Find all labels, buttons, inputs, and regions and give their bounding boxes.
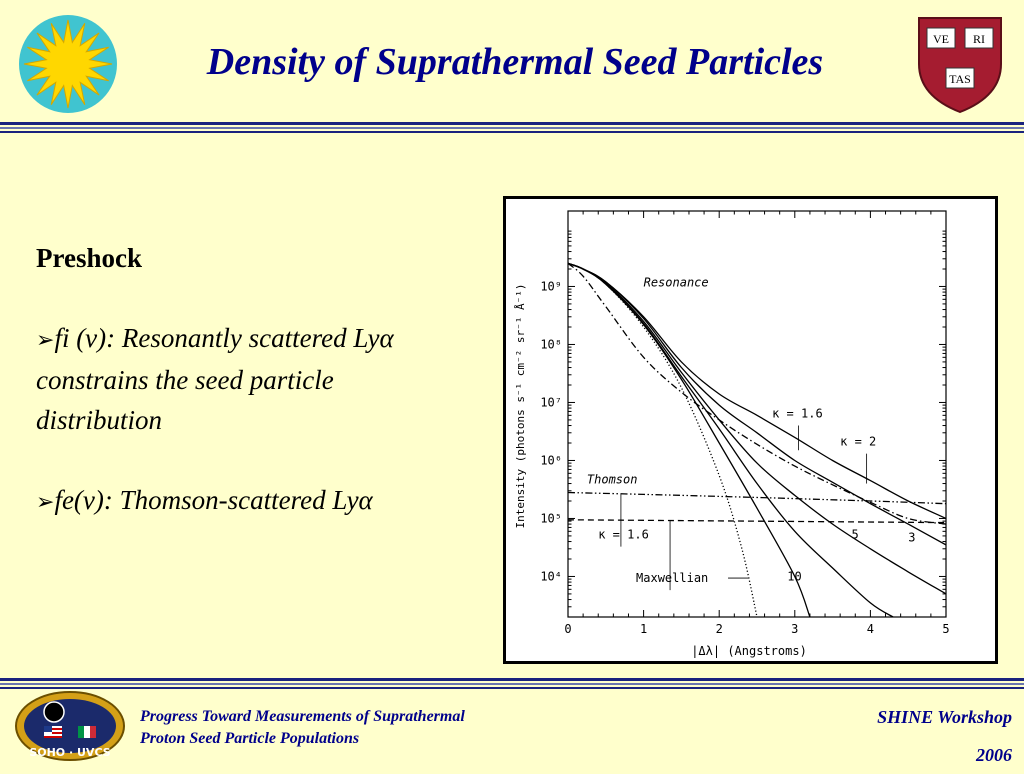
y-tick-label: 10⁷	[540, 395, 562, 409]
chart-annotation: Resonance	[644, 275, 709, 289]
x-tick-label: 2	[716, 622, 723, 636]
x-tick-label: 4	[867, 622, 874, 636]
chart-annotation: κ = 1.6	[598, 528, 649, 542]
smithsonian-sun-logo	[18, 14, 118, 114]
series-line-res-k10	[568, 262, 811, 617]
bullet-resonant: ➢fi (v): Resonantly scattered Lyα constr…	[36, 318, 456, 440]
plot-frame	[567, 210, 947, 618]
series-line-res-k2	[568, 262, 946, 546]
shield-word-1: VE	[933, 32, 949, 46]
chart-svg: 0 1 2 3 4 5 10⁴ 10⁵ 10⁶ 10⁷ 10⁸ 10⁹ Resonance Thomson…	[514, 210, 950, 658]
y-axis-label: Intensity (photons s⁻¹ cm⁻² sr⁻¹ Å⁻¹)	[514, 283, 527, 528]
chart-annotation: κ = 1.6	[772, 407, 823, 421]
bullet-thomson: ➢fe(v): Thomson-scattered Lyα	[36, 480, 456, 522]
x-tick-label: 3	[791, 622, 798, 636]
shield-word-3: TAS	[949, 72, 971, 86]
y-tick-label: 10⁶	[540, 453, 562, 467]
x-axis-label: |Δλ| (Angstroms)	[691, 644, 807, 658]
arrow-bullet-icon: ➢	[36, 489, 55, 514]
chart-annotation: 3	[908, 531, 915, 545]
footer-left-line1: Progress Toward Measurements of Suprathe…	[140, 708, 465, 725]
header-divider	[0, 122, 1024, 133]
series-line-res-k3	[568, 262, 946, 595]
footer-right-text: SHINE Workshop 2006	[877, 698, 1012, 774]
series-line-res-k5	[568, 262, 894, 617]
footer-left-line2: Proton Seed Particle Populations	[140, 730, 360, 747]
x-tick-label: 5	[942, 622, 949, 636]
workshop-year: 2006	[976, 745, 1012, 765]
arrow-bullet-icon: ➢	[36, 327, 55, 352]
y-tick-label: 10⁵	[540, 511, 562, 525]
shield-word-2: RI	[973, 32, 985, 46]
bullet-resonant-text: fi (v): Resonantly scattered Lyα constra…	[36, 323, 394, 435]
y-tick-label: 10⁴	[540, 569, 562, 583]
slide-title: Density of Suprathermal Seed Particles	[206, 41, 824, 83]
workshop-name: SHINE Workshop	[877, 707, 1012, 727]
y-tick-label: 10⁹	[540, 279, 562, 293]
series-line-res-maxwellian	[568, 262, 758, 617]
bullet-panel: Preshock ➢fi (v): Resonantly scattered L…	[36, 238, 456, 562]
harvard-shield-logo: VE RI TAS	[915, 14, 1005, 114]
chart-annotation: κ = 2	[840, 435, 876, 449]
chart-annotation: Thomson	[587, 473, 638, 487]
preshock-heading: Preshock	[36, 243, 142, 273]
y-tick-label: 10⁸	[540, 337, 562, 351]
chart-annotation: 5	[852, 528, 859, 542]
series-line-thom-k16	[568, 491, 946, 505]
x-tick-label: 0	[564, 622, 571, 636]
bullet-thomson-text: fe(v): Thomson-scattered Lyα	[54, 485, 373, 515]
footer-left-text: Progress Toward Measurements of Suprathe…	[140, 706, 465, 750]
intensity-chart: 0 1 2 3 4 5 10⁴ 10⁵ 10⁶ 10⁷ 10⁸ 10⁹ Resonance Thomson…	[503, 196, 998, 664]
soho-uvcs-text: SOHO · UVCS	[29, 746, 110, 759]
soho-uvcs-logo: SOHO · UVCS	[14, 690, 126, 762]
footer-divider	[0, 678, 1024, 689]
series-line-res-dashdot	[568, 262, 946, 525]
chart-annotation: 10	[787, 570, 801, 584]
chart-annotation: Maxwellian	[636, 571, 708, 585]
series-line-thom-maxwellian	[568, 519, 946, 524]
x-tick-label: 1	[640, 622, 647, 636]
